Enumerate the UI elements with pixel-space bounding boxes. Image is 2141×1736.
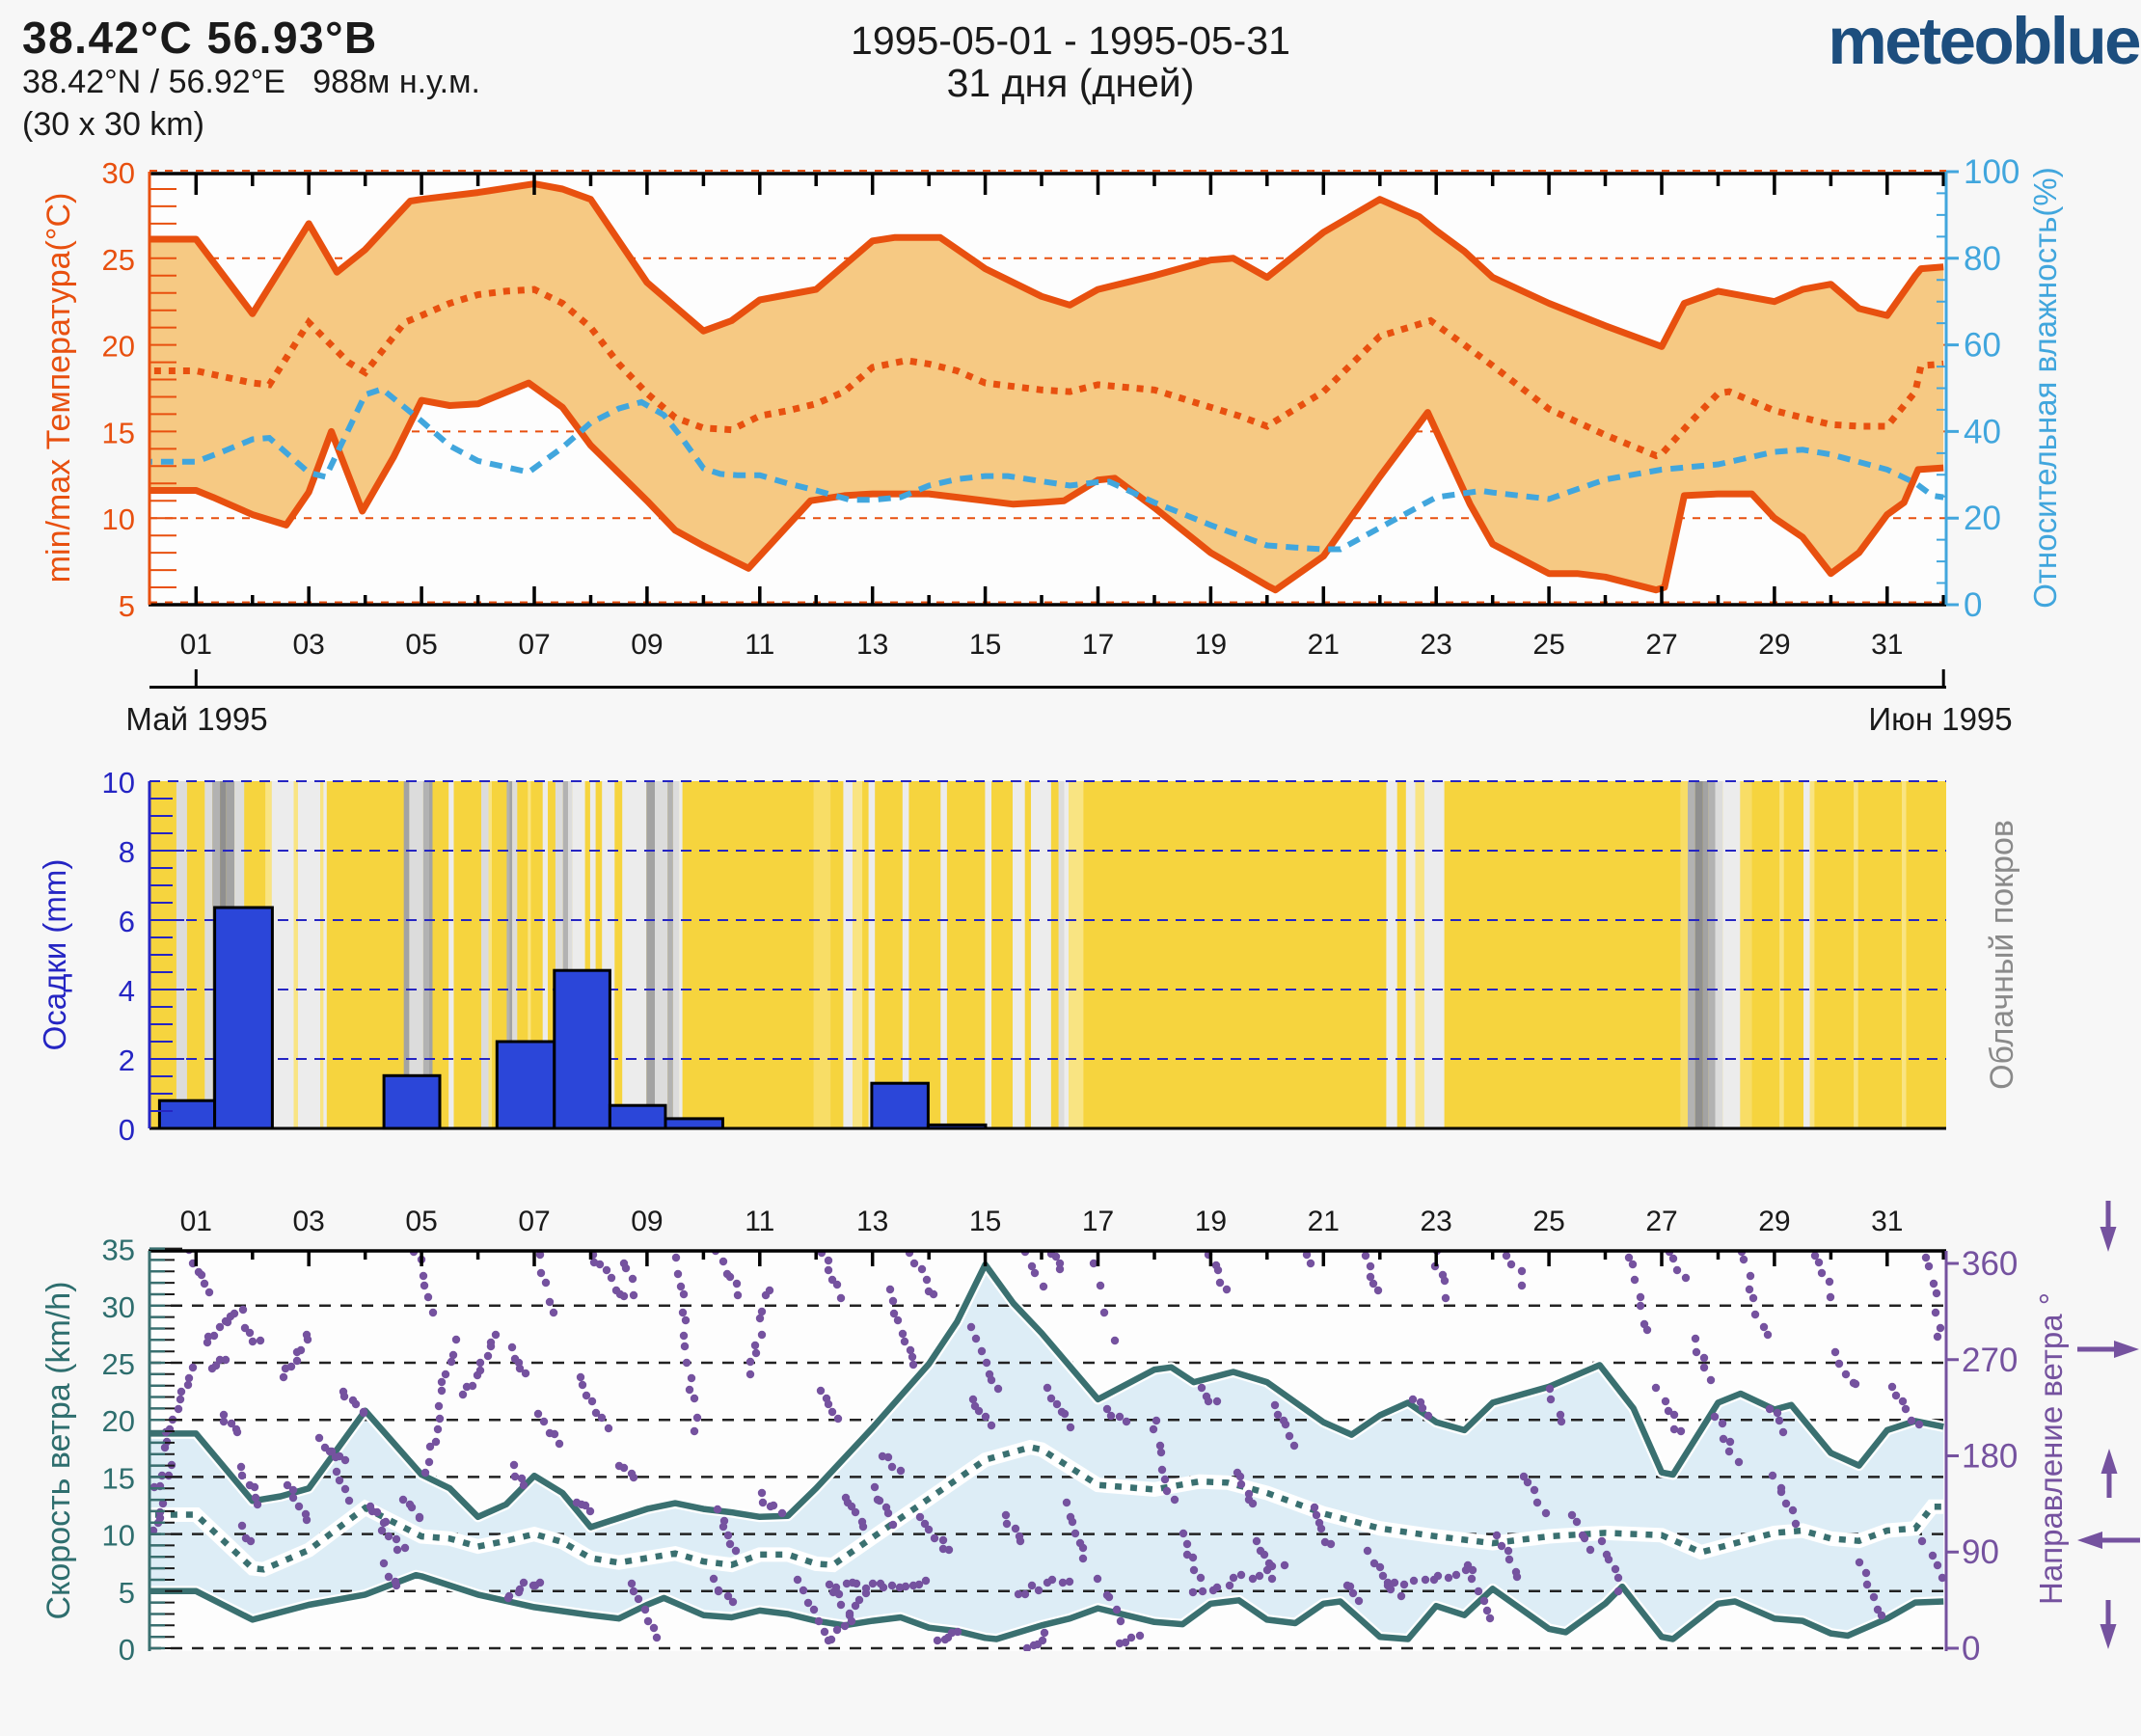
svg-text:13: 13 bbox=[856, 629, 888, 661]
svg-text:20: 20 bbox=[102, 330, 135, 364]
svg-text:27: 27 bbox=[1645, 629, 1677, 661]
svg-text:07: 07 bbox=[518, 629, 550, 661]
svg-text:21: 21 bbox=[1308, 629, 1340, 661]
svg-text:0: 0 bbox=[1962, 1630, 1980, 1668]
svg-text:20: 20 bbox=[1964, 500, 2001, 537]
svg-text:25: 25 bbox=[1532, 629, 1564, 661]
svg-text:38.42°N / 56.92°E 988м н.у.м: 38.42°N / 56.92°E 988м н.у.м. bbox=[22, 64, 480, 100]
svg-text:Скорость ветра (km/h): Скорость ветра (km/h) bbox=[41, 1282, 77, 1620]
svg-text:19: 19 bbox=[1195, 629, 1227, 661]
svg-text:11: 11 bbox=[745, 1206, 774, 1237]
svg-text:09: 09 bbox=[631, 1206, 663, 1237]
svg-text:5: 5 bbox=[119, 1576, 135, 1610]
svg-text:90: 90 bbox=[1962, 1533, 1999, 1571]
svg-text:03: 03 bbox=[293, 1206, 325, 1237]
svg-text:min/max Температура(°C): min/max Температура(°C) bbox=[41, 193, 77, 583]
svg-text:15: 15 bbox=[102, 1461, 135, 1495]
svg-text:Осадки (mm): Осадки (mm) bbox=[37, 859, 72, 1051]
svg-text:38.42°C 56.93°B: 38.42°C 56.93°B bbox=[22, 13, 378, 63]
svg-text:31: 31 bbox=[1871, 1206, 1903, 1237]
svg-text:05: 05 bbox=[405, 629, 437, 661]
svg-text:Направление ветра °: Направление ветра ° bbox=[2033, 1292, 2069, 1605]
svg-text:8: 8 bbox=[119, 835, 135, 869]
svg-text:2: 2 bbox=[119, 1044, 135, 1077]
svg-text:23: 23 bbox=[1421, 1206, 1452, 1237]
svg-text:29: 29 bbox=[1758, 1206, 1790, 1237]
svg-text:Май 1995: Май 1995 bbox=[125, 701, 267, 737]
svg-text:17: 17 bbox=[1082, 1206, 1114, 1237]
svg-text:360: 360 bbox=[1962, 1245, 2018, 1283]
svg-text:10: 10 bbox=[102, 502, 135, 536]
svg-text:25: 25 bbox=[102, 1347, 135, 1381]
svg-text:13: 13 bbox=[856, 1206, 888, 1237]
svg-text:15: 15 bbox=[102, 416, 135, 449]
svg-text:270: 270 bbox=[1962, 1342, 2018, 1379]
svg-text:4: 4 bbox=[119, 974, 135, 1008]
svg-text:17: 17 bbox=[1082, 629, 1114, 661]
svg-text:100: 100 bbox=[1964, 153, 2019, 191]
svg-text:30: 30 bbox=[102, 1290, 135, 1324]
svg-text:1995-05-01 - 1995-05-31: 1995-05-01 - 1995-05-31 bbox=[851, 18, 1290, 63]
svg-text:80: 80 bbox=[1964, 240, 2001, 278]
svg-text:10: 10 bbox=[102, 1519, 135, 1553]
svg-text:05: 05 bbox=[405, 1206, 437, 1237]
svg-text:180: 180 bbox=[1962, 1438, 2018, 1476]
svg-text:meteoblue: meteoblue bbox=[1828, 4, 2140, 78]
svg-text:21: 21 bbox=[1308, 1206, 1340, 1237]
svg-text:29: 29 bbox=[1758, 629, 1790, 661]
svg-text:31: 31 bbox=[1871, 629, 1903, 661]
svg-text:31 дня (дней): 31 дня (дней) bbox=[947, 61, 1195, 105]
svg-text:40: 40 bbox=[1964, 413, 2001, 450]
svg-text:6: 6 bbox=[119, 905, 135, 938]
svg-text:25: 25 bbox=[1532, 1206, 1564, 1237]
svg-text:Относительная влажность(%): Относительная влажность(%) bbox=[2027, 167, 2063, 609]
svg-text:01: 01 bbox=[180, 629, 212, 661]
svg-text:15: 15 bbox=[969, 1206, 1001, 1237]
svg-text:35: 35 bbox=[102, 1234, 135, 1267]
svg-text:0: 0 bbox=[1964, 586, 1982, 624]
svg-text:07: 07 bbox=[518, 1206, 550, 1237]
svg-text:60: 60 bbox=[1964, 327, 2001, 365]
svg-text:01: 01 bbox=[180, 1206, 212, 1237]
svg-text:03: 03 bbox=[293, 629, 325, 661]
svg-text:(30 x 30 km): (30 x 30 km) bbox=[22, 106, 204, 143]
svg-text:0: 0 bbox=[119, 1113, 135, 1147]
svg-text:11: 11 bbox=[745, 629, 774, 661]
svg-text:Облачный покров: Облачный покров bbox=[1984, 820, 2020, 1090]
svg-text:Июн 1995: Июн 1995 bbox=[1868, 701, 2012, 737]
svg-text:09: 09 bbox=[631, 629, 663, 661]
svg-text:19: 19 bbox=[1195, 1206, 1227, 1237]
svg-text:5: 5 bbox=[119, 589, 135, 623]
svg-text:23: 23 bbox=[1421, 629, 1452, 661]
svg-text:30: 30 bbox=[102, 156, 135, 190]
svg-text:0: 0 bbox=[119, 1633, 135, 1667]
svg-text:27: 27 bbox=[1645, 1206, 1677, 1237]
svg-text:15: 15 bbox=[969, 629, 1001, 661]
svg-text:20: 20 bbox=[102, 1404, 135, 1438]
svg-text:10: 10 bbox=[102, 766, 135, 800]
svg-text:25: 25 bbox=[102, 243, 135, 277]
